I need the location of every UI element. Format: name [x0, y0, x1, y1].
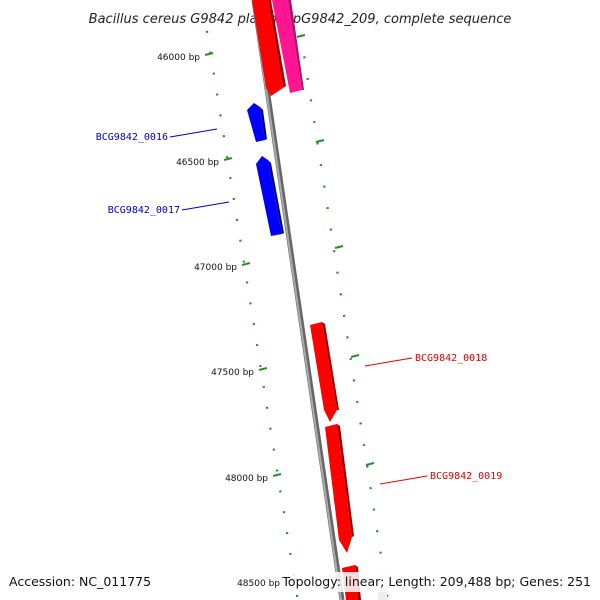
- left-dotted-track: [205, 30, 299, 597]
- tick-group-47500: 47500 bp: [211, 367, 268, 378]
- sequence-backbone: [251, 0, 345, 600]
- label-bcg9842-0019[interactable]: BCG9842_0019: [379, 471, 502, 485]
- tick-group-47000: 47000 bp: [194, 262, 251, 273]
- gene-bcg9842-0017[interactable]: [256, 156, 284, 236]
- gene-label[interactable]: BCG9842_0018: [415, 353, 487, 364]
- tick-label: 48000 bp: [225, 474, 268, 484]
- label-bcg9842-0018[interactable]: BCG9842_0018: [364, 353, 487, 367]
- tick-group-48000: 48000 bp: [225, 473, 282, 484]
- map-title: Bacillus cereus G9842 plasmid pG9842_209…: [89, 12, 512, 27]
- right-major-ticks: [296, 34, 375, 466]
- gene-bcg9842-0019[interactable]: [325, 424, 354, 553]
- gene-label[interactable]: BCG9842_0019: [430, 471, 502, 482]
- tick-label: 47500 bp: [211, 368, 254, 378]
- label-bcg9842-0016[interactable]: BCG9842_0016: [96, 128, 218, 143]
- tick-group-46000: 46000 bp: [157, 52, 214, 63]
- tick-label: 46500 bp: [176, 158, 219, 168]
- accession-text: Accession: NC_011775: [9, 574, 151, 589]
- label-bcg9842-0017[interactable]: BCG9842_0017: [108, 201, 230, 216]
- tick-label: 48500 bp: [237, 579, 280, 589]
- gene-top-red[interactable]: [252, 0, 286, 96]
- tick-label: 47000 bp: [194, 263, 237, 273]
- footer-backdrop: [288, 572, 593, 592]
- gene-top-pink[interactable]: [272, 0, 304, 93]
- gene-label[interactable]: BCG9842_0016: [96, 132, 168, 143]
- topology-text: Topology: linear; Length: 209,488 bp; Ge…: [281, 574, 591, 589]
- tick-label: 46000 bp: [157, 53, 200, 63]
- gene-label[interactable]: BCG9842_0017: [108, 205, 180, 216]
- gene-bcg9842-0018[interactable]: [310, 322, 339, 422]
- gene-bcg9842-0016[interactable]: [247, 103, 267, 142]
- tick-group-46500: 46500 bp: [176, 157, 233, 168]
